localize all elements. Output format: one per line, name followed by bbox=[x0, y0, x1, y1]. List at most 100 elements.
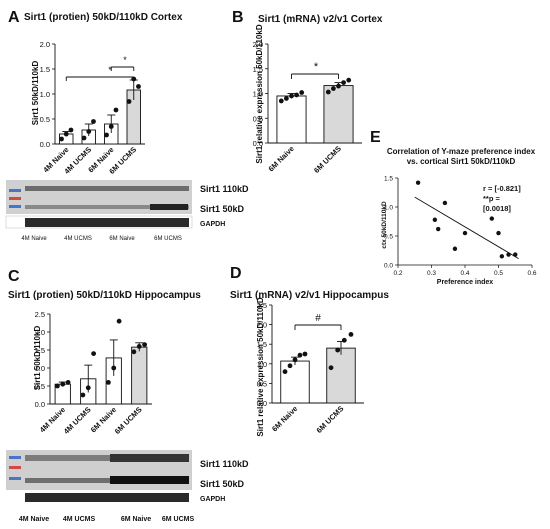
panel-c-ytick-label: 1.0 bbox=[35, 364, 45, 373]
blot-a-lane-4m-ucms: 4M UCMS bbox=[64, 236, 92, 242]
panel-b-xtick-label: 6M Naive bbox=[267, 144, 296, 173]
panel-b-data-point bbox=[278, 98, 284, 104]
blot-a-lane-labels: 4M Naive 4M UCMS 6M Naive 6M UCMS bbox=[21, 236, 182, 242]
panel-e-xtick-label: 0.3 bbox=[427, 270, 436, 277]
blot-c-ladder-blue bbox=[9, 456, 21, 459]
panel-letter-b: B bbox=[232, 9, 244, 26]
panel-d-data-point bbox=[328, 365, 334, 371]
panel-c-data-point bbox=[80, 392, 86, 398]
panel-c-xtick-label: 6M UCMS bbox=[113, 405, 144, 436]
panel-d-data-point bbox=[287, 363, 293, 369]
panel-c-ytick-label: 1.5 bbox=[35, 346, 45, 355]
panel-a-ytick-label: 0.0 bbox=[40, 140, 50, 149]
panel-e-data-point bbox=[432, 217, 438, 222]
blot-c-label-110: Sirt1 110kD bbox=[200, 459, 249, 469]
panel-c-data-point bbox=[105, 380, 111, 385]
blot-a-gapdh bbox=[25, 218, 189, 227]
panel-c-data-point bbox=[136, 344, 142, 349]
panel-c-ytick-label: 2.5 bbox=[35, 310, 45, 319]
panel-e-data-point bbox=[415, 180, 421, 185]
panel-b-bar bbox=[323, 85, 354, 144]
panel-e-xtick-label: 0.6 bbox=[527, 270, 536, 277]
blot-c-lane-4m-ucms: 4M UCMS bbox=[63, 516, 96, 523]
panel-c-xtick-label: 4M UCMS bbox=[62, 405, 93, 436]
panel-a-data-point bbox=[68, 127, 74, 133]
blot-c-band-110 bbox=[25, 455, 189, 461]
blot-a-lane-6m-ucms: 6M UCMS bbox=[154, 236, 182, 242]
blot-a-gapdh-highlight bbox=[5, 215, 193, 229]
panel-e-xtick-label: 0.2 bbox=[393, 270, 402, 277]
panel-e-title-line1: Correlation of Y-maze preference index bbox=[387, 147, 536, 156]
panel-b-data-point bbox=[299, 90, 305, 95]
blot-a-ladder-red bbox=[9, 197, 21, 200]
panel-c-western-blot bbox=[6, 450, 192, 502]
panel-e-ylabel: ctx 50kD/110kD bbox=[381, 201, 388, 249]
panel-e-xtick-label: 0.5 bbox=[494, 270, 503, 277]
panel-d-xtick-label: 6M UCMS bbox=[315, 404, 346, 435]
panel-a-data-point bbox=[136, 84, 141, 89]
panel-b-bar bbox=[276, 95, 307, 144]
blot-c-lane-labels: 4M Naive 4M UCMS 6M Naive 6M UCMS bbox=[19, 516, 195, 523]
panel-e-data-point bbox=[499, 254, 505, 259]
panel-b-sig-star: * bbox=[314, 61, 319, 73]
blot-c-gapdh bbox=[25, 493, 189, 502]
panel-d-ytick-label: 2.5 bbox=[257, 301, 267, 310]
panel-c-ytick-label: 0.0 bbox=[35, 400, 45, 409]
panel-a-data-point bbox=[81, 135, 87, 141]
blot-c-band-50-strong bbox=[110, 476, 189, 484]
blot-a-lane-4m-naive: 4M Naive bbox=[21, 236, 47, 242]
blot-a-band-50-strong bbox=[150, 204, 188, 210]
panel-b-ylabel: Sirt1 relative expression 50kD/110kD bbox=[255, 24, 264, 163]
panel-e-ytick-label: 0.5 bbox=[384, 234, 393, 241]
blot-a-ladder-blue bbox=[9, 189, 21, 192]
blot-c-band-50 bbox=[25, 478, 189, 483]
panel-d-data-point bbox=[335, 347, 341, 353]
panel-a-ytick-label: 1.5 bbox=[40, 65, 50, 74]
panel-d-data-point bbox=[341, 337, 347, 343]
panel-d-data-point bbox=[282, 369, 288, 375]
panel-a-western-blot bbox=[5, 180, 193, 229]
panel-b-ytick-label: 1.5 bbox=[253, 65, 263, 74]
panel-e-data-point bbox=[513, 252, 518, 257]
panel-c-data-point bbox=[60, 381, 66, 387]
blot-c-lane-6m-naive: 6M Naive bbox=[121, 516, 151, 523]
blot-c-ladder-red bbox=[9, 466, 21, 469]
panel-d-ytick-label: 1.0 bbox=[257, 360, 267, 369]
panel-a-data-point bbox=[113, 107, 119, 113]
panel-c-data-point bbox=[65, 380, 71, 385]
panel-a-ytick-label: 0.5 bbox=[40, 115, 50, 124]
panel-b-bar-chart: 0.0 0.5 1.0 1.5 2.0 6M Naive 6M UCMS bbox=[253, 40, 362, 175]
panel-e-stat-p: **p = bbox=[483, 194, 501, 203]
panel-e-stat-p-value: [0.0018] bbox=[483, 204, 511, 213]
panel-b-ytick-label: 2.0 bbox=[253, 40, 263, 49]
panel-e-data-point bbox=[452, 246, 458, 251]
panel-b-data-point bbox=[346, 77, 352, 83]
panel-d-xtick-label: 6M Naive bbox=[270, 404, 299, 433]
panel-d-bar bbox=[280, 360, 310, 404]
panel-b-data-point bbox=[341, 80, 346, 86]
panel-b-xtick-label: 6M UCMS bbox=[312, 144, 343, 175]
blot-c-band-110-strong bbox=[110, 454, 189, 462]
panel-c-bar bbox=[131, 346, 148, 405]
panel-e-trendline bbox=[414, 196, 519, 260]
panel-d-ylabel: Sirt1 relative expression 50kD/110kD bbox=[256, 297, 265, 436]
panel-a-data-point bbox=[59, 136, 64, 142]
panel-a-sig-star-1: * bbox=[123, 55, 127, 65]
panel-d-data-point bbox=[302, 351, 308, 357]
panel-c-data-point bbox=[111, 365, 117, 371]
panel-letter-e: E bbox=[370, 129, 381, 146]
panel-e-data-point bbox=[496, 230, 501, 236]
panel-a-data-point bbox=[108, 124, 114, 129]
blot-c-label-50: Sirt1 50kD bbox=[200, 479, 245, 489]
blot-c-lane-6m-ucms: 6M UCMS bbox=[162, 516, 195, 523]
panel-e-data-point bbox=[436, 226, 441, 232]
panel-a-data-point bbox=[126, 99, 132, 104]
blot-a-band-110 bbox=[25, 186, 189, 191]
panel-a-title: Sirt1 (protien) 50kD/110kD Cortex bbox=[24, 12, 183, 23]
panel-c-ylabel: Sirt1 50kD/110kD bbox=[33, 326, 42, 391]
panel-a-data-point bbox=[86, 129, 92, 134]
panel-b-ytick-label: 1.0 bbox=[253, 90, 263, 99]
